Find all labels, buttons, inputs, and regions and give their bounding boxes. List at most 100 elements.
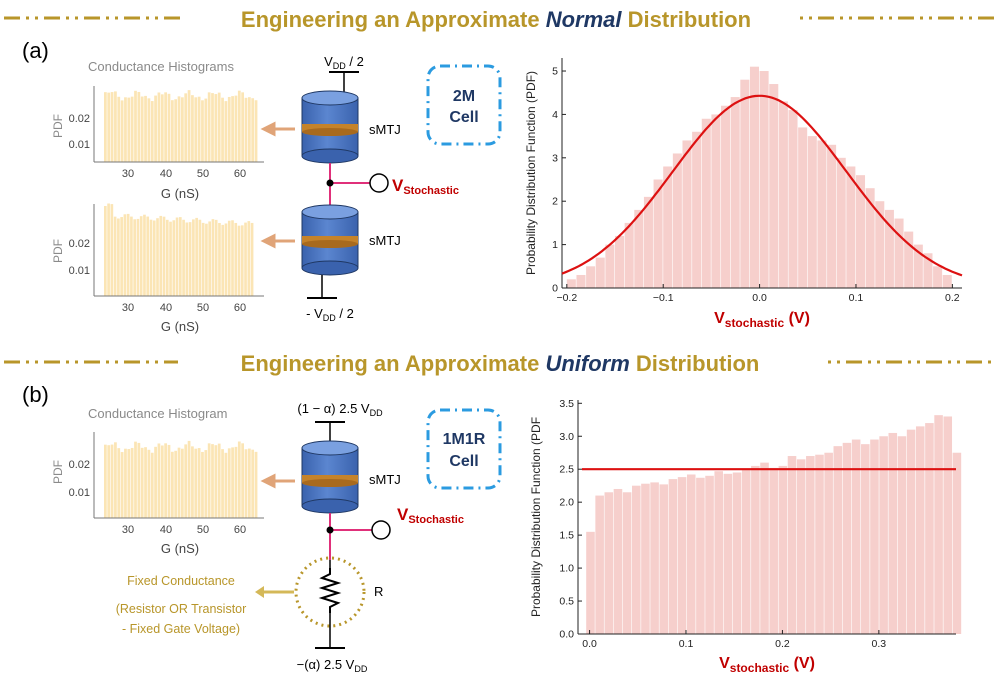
hist-bar [136,218,140,296]
hist-bar [221,449,224,518]
hist-bar [184,444,188,518]
hist-bar [224,452,228,518]
chart-bar [815,454,824,634]
hist-bar [169,221,172,296]
hist-bar [217,92,221,162]
chart-bar [692,131,702,288]
hist-bar [146,216,150,296]
chart-bar [884,209,894,288]
hist-bar [181,97,184,162]
hist-bar [192,219,195,296]
chart-bar [686,474,696,634]
vdd-top-a: VDD / 2 [324,54,364,71]
hist-bar [110,92,114,162]
hist-a1-ytick: 0.01 [69,139,90,151]
chart-bar [769,84,779,288]
hist-bar [117,218,120,296]
hist-a1-xtick: 40 [160,168,172,180]
chart-bar [723,473,733,634]
hist-bar [164,443,168,518]
hist-bar [124,448,127,518]
hist-bar [185,222,189,296]
hist-bar [137,442,141,518]
hist-a2: 0.02 0.01 PDF 30 40 50 60 G (nS) [51,203,264,334]
chart-y-tick-label: 2.0 [559,497,574,509]
hist-bar [150,452,154,518]
chart-y-tick-label: 4 [552,109,558,121]
output-terminal-a[interactable] [369,173,389,193]
hist-b-xtick: 50 [197,524,209,536]
chart-bar [904,231,914,288]
vdd-bottom-a: - VDD / 2 [306,306,354,323]
chart-bar [894,218,904,288]
hist-bar [130,96,134,162]
output-terminal-b[interactable] [371,520,391,540]
hist-b-xlabel: G (nS) [161,541,199,556]
hist-bar [211,444,214,518]
hist-a2-xtick: 60 [234,302,246,314]
hist-bar [237,90,241,162]
hist-bar [170,451,174,518]
chart-y-tick-label: 0.5 [559,596,574,608]
hist-bar [241,443,245,518]
chart-bar [897,436,907,634]
hist-bar [174,99,178,162]
hist-bar [218,223,221,296]
mtj-label-bottom-a: sMTJ [369,233,401,248]
hist-bar [162,216,166,296]
chart-bar [705,475,714,634]
hist-bar [139,216,143,296]
hist-bar [227,448,231,518]
hist-b-ytick: 0.01 [69,487,90,499]
hist-bar [127,97,131,162]
chart-y-label: Probability Distribution Function (PDF) [524,71,538,275]
cell-box-b: 1M1R Cell [426,408,502,490]
hist-a2-bars [104,203,254,296]
chart-bar [934,415,943,634]
hist-a1-ytick: 0.02 [69,113,90,125]
chart-bar [721,105,731,289]
hist-bar [107,92,111,162]
chart-bar [943,416,953,634]
hist-bar [113,216,117,296]
chart-bar [650,482,659,634]
hist-bar [159,215,163,296]
chart-bar [842,442,852,634]
chart-bar [760,462,769,634]
chart-bar [730,97,740,288]
chart-bar [913,244,923,288]
mtj-cylinder-icon [301,204,359,276]
chart-bar [942,274,952,288]
hist-bar [187,440,191,518]
hist-bar [231,96,234,162]
cell-b-line2: Cell [449,453,478,470]
hist-bar [234,222,238,296]
hist-bar [157,92,161,162]
hist-bar [134,90,137,162]
chart-x-tick-label: 0.1 [849,292,864,304]
chart-bar [833,446,843,634]
hist-bar [224,101,228,162]
circuit-a: VDD / 2 sMTJ VStochastic sMTJ - VDD / 2 [301,54,459,323]
hist-bar [120,452,124,518]
hist-bar [114,442,117,518]
chart-bar [714,471,724,634]
hist-bar [149,219,153,296]
chart-y-tick-label: 3.0 [559,431,574,443]
hist-bar [181,448,184,518]
hist-bar [244,97,248,162]
hist-b-bars [104,440,258,518]
hist-bar [254,100,258,162]
hist-bar [207,443,211,518]
chart-bar [701,118,711,288]
chart-bar [870,439,879,634]
chart-bar [595,257,605,288]
chart-bar [672,153,682,288]
hist-b-xtick: 60 [234,524,246,536]
chart-x-tick-label: 0.2 [945,292,960,304]
hist-bar [127,449,131,518]
hist-bar [172,220,176,296]
mtj-label-b: sMTJ [369,472,401,487]
chart-bar [622,492,632,634]
hist-a2-xtick: 40 [160,302,172,314]
